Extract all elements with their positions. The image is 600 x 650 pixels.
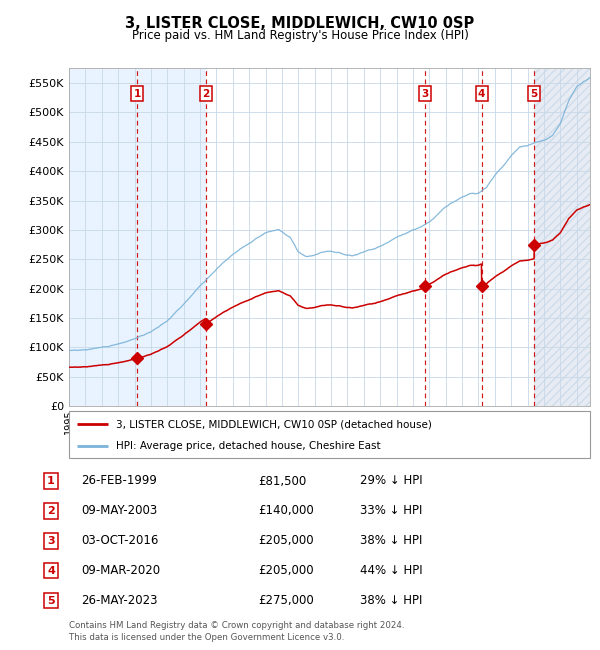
Text: 3, LISTER CLOSE, MIDDLEWICH, CW10 0SP: 3, LISTER CLOSE, MIDDLEWICH, CW10 0SP bbox=[125, 16, 475, 31]
Text: 4: 4 bbox=[47, 566, 55, 576]
Text: 03-OCT-2016: 03-OCT-2016 bbox=[81, 534, 158, 547]
Text: 44% ↓ HPI: 44% ↓ HPI bbox=[360, 564, 422, 577]
Text: 26-MAY-2023: 26-MAY-2023 bbox=[81, 594, 157, 607]
FancyBboxPatch shape bbox=[69, 411, 590, 458]
Text: £140,000: £140,000 bbox=[258, 504, 314, 517]
Text: 3: 3 bbox=[422, 88, 429, 99]
Text: 5: 5 bbox=[47, 595, 55, 606]
Text: 09-MAR-2020: 09-MAR-2020 bbox=[81, 564, 160, 577]
Text: 26-FEB-1999: 26-FEB-1999 bbox=[81, 474, 157, 488]
Text: Price paid vs. HM Land Registry's House Price Index (HPI): Price paid vs. HM Land Registry's House … bbox=[131, 29, 469, 42]
Text: 09-MAY-2003: 09-MAY-2003 bbox=[81, 504, 157, 517]
Text: 29% ↓ HPI: 29% ↓ HPI bbox=[360, 474, 422, 488]
Text: This data is licensed under the Open Government Licence v3.0.: This data is licensed under the Open Gov… bbox=[69, 633, 344, 642]
Text: 4: 4 bbox=[478, 88, 485, 99]
Text: 38% ↓ HPI: 38% ↓ HPI bbox=[360, 534, 422, 547]
Text: £205,000: £205,000 bbox=[258, 564, 314, 577]
Text: £81,500: £81,500 bbox=[258, 474, 306, 488]
Text: 33% ↓ HPI: 33% ↓ HPI bbox=[360, 504, 422, 517]
Text: 1: 1 bbox=[47, 476, 55, 486]
Text: 3: 3 bbox=[47, 536, 55, 546]
Text: 3, LISTER CLOSE, MIDDLEWICH, CW10 0SP (detached house): 3, LISTER CLOSE, MIDDLEWICH, CW10 0SP (d… bbox=[116, 419, 432, 429]
Text: 1: 1 bbox=[133, 88, 140, 99]
Text: 5: 5 bbox=[530, 88, 538, 99]
Text: £205,000: £205,000 bbox=[258, 534, 314, 547]
Text: HPI: Average price, detached house, Cheshire East: HPI: Average price, detached house, Ches… bbox=[116, 441, 380, 450]
Bar bbox=[534, 68, 590, 406]
Text: Contains HM Land Registry data © Crown copyright and database right 2024.: Contains HM Land Registry data © Crown c… bbox=[69, 621, 404, 630]
Text: 2: 2 bbox=[47, 506, 55, 516]
Text: £275,000: £275,000 bbox=[258, 594, 314, 607]
Text: 2: 2 bbox=[202, 88, 209, 99]
Text: 38% ↓ HPI: 38% ↓ HPI bbox=[360, 594, 422, 607]
Bar bbox=[69, 68, 206, 406]
